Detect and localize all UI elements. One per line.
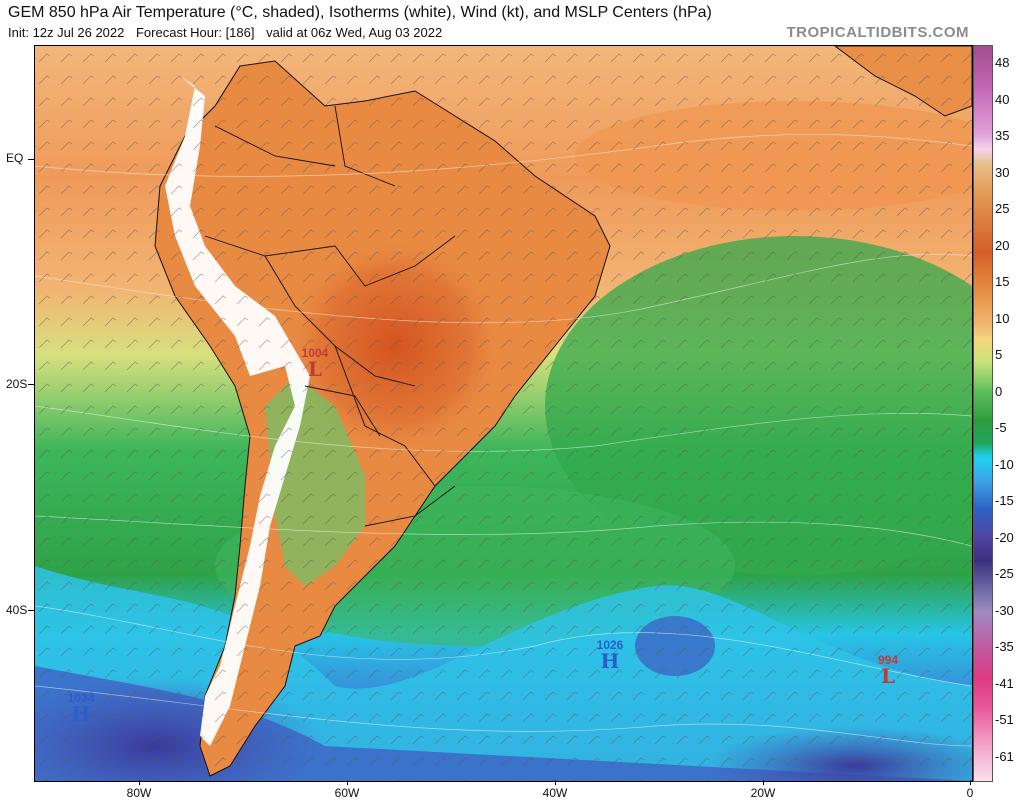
colorbar-label: -61 <box>995 748 1014 764</box>
colorbar-label: -35 <box>995 639 1014 654</box>
colorbar-label: 5 <box>995 347 1003 362</box>
map-subtitle: Init: 12z Jul 26 2022 Forecast Hour: [18… <box>8 25 450 40</box>
lon-tick <box>763 780 764 785</box>
lon-label: 40W <box>542 786 568 800</box>
lat-tick <box>28 159 34 160</box>
site-brand[interactable]: TROPICALTIDBITS.COM <box>786 24 969 41</box>
colorbar-label: -15 <box>995 493 1014 508</box>
valid-time: valid at 06z Wed, Aug 03 2022 <box>266 25 443 40</box>
wind-barbs <box>35 46 972 781</box>
lon-label: 60W <box>334 786 360 800</box>
high-pressure-center: 1026 H <box>596 638 624 673</box>
lon-tick <box>555 780 556 785</box>
colorbar-label: 25 <box>995 201 1010 216</box>
init-time: Init: 12z Jul 26 2022 <box>8 25 125 40</box>
lat-tick <box>28 384 34 385</box>
lat-label: 40S <box>6 603 28 617</box>
colorbar-label: -25 <box>995 566 1014 581</box>
lat-label: EQ <box>6 151 24 165</box>
colorbar-label: 0 <box>995 383 1003 399</box>
colorbar-label: -30 <box>995 602 1014 618</box>
map-title: GEM 850 hPa Air Temperature (°C, shaded)… <box>8 4 712 21</box>
weather-map: 1004 L 1026 H 1034 H 994 L <box>34 45 973 782</box>
low-pressure-center: 994 L <box>877 653 899 688</box>
colorbar-label: 35 <box>995 128 1010 143</box>
lon-label: 80W <box>126 786 152 800</box>
lon-label: 20W <box>750 786 776 800</box>
colorbar-label: -41 <box>995 675 1014 691</box>
colorbar-label: 48 <box>995 55 1010 70</box>
colorbar-label: 40 <box>995 91 1010 107</box>
lon-tick <box>347 780 348 785</box>
forecast-hour: Forecast Hour: [186] <box>135 25 255 40</box>
high-pressure-center: 1034 H <box>67 691 95 726</box>
colorbar-label: -20 <box>995 529 1014 545</box>
colorbar-label: 10 <box>995 310 1010 326</box>
colorbar-label: 15 <box>995 274 1010 289</box>
colorbar-label: -10 <box>995 456 1014 472</box>
colorbar-label: 30 <box>995 164 1010 180</box>
lon-tick <box>139 780 140 785</box>
low-pressure-center: 1004 L <box>301 346 329 381</box>
colorbar-label: -51 <box>995 712 1014 727</box>
temperature-map-svg <box>35 46 972 781</box>
colorbar-label: -5 <box>995 420 1007 435</box>
temperature-colorbar <box>973 45 993 782</box>
lat-tick <box>28 610 34 611</box>
lon-tick <box>970 780 971 785</box>
colorbar-label: 20 <box>995 237 1010 253</box>
lon-label: 0 <box>966 786 974 800</box>
lat-label: 20S <box>6 377 28 391</box>
